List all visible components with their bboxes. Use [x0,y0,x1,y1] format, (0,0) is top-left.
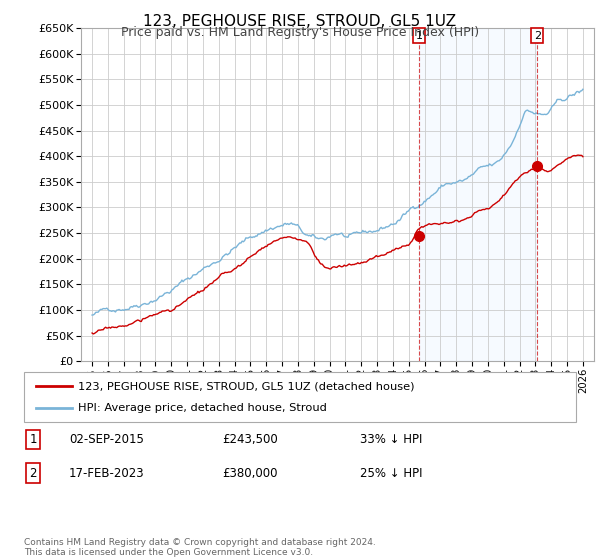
Text: 2: 2 [534,31,541,40]
Text: 25% ↓ HPI: 25% ↓ HPI [360,466,422,480]
Text: HPI: Average price, detached house, Stroud: HPI: Average price, detached house, Stro… [78,403,327,413]
Text: Contains HM Land Registry data © Crown copyright and database right 2024.
This d: Contains HM Land Registry data © Crown c… [24,538,376,557]
Text: 1: 1 [29,433,37,446]
Text: £243,500: £243,500 [222,433,278,446]
Text: £380,000: £380,000 [222,466,277,480]
Text: 123, PEGHOUSE RISE, STROUD, GL5 1UZ: 123, PEGHOUSE RISE, STROUD, GL5 1UZ [143,14,457,29]
Text: 02-SEP-2015: 02-SEP-2015 [69,433,144,446]
Text: 33% ↓ HPI: 33% ↓ HPI [360,433,422,446]
Text: 123, PEGHOUSE RISE, STROUD, GL5 1UZ (detached house): 123, PEGHOUSE RISE, STROUD, GL5 1UZ (det… [78,381,415,391]
Text: 1: 1 [416,31,423,40]
Text: 17-FEB-2023: 17-FEB-2023 [69,466,145,480]
Text: 2: 2 [29,466,37,480]
Text: Price paid vs. HM Land Registry's House Price Index (HPI): Price paid vs. HM Land Registry's House … [121,26,479,39]
Bar [419,28,538,361]
